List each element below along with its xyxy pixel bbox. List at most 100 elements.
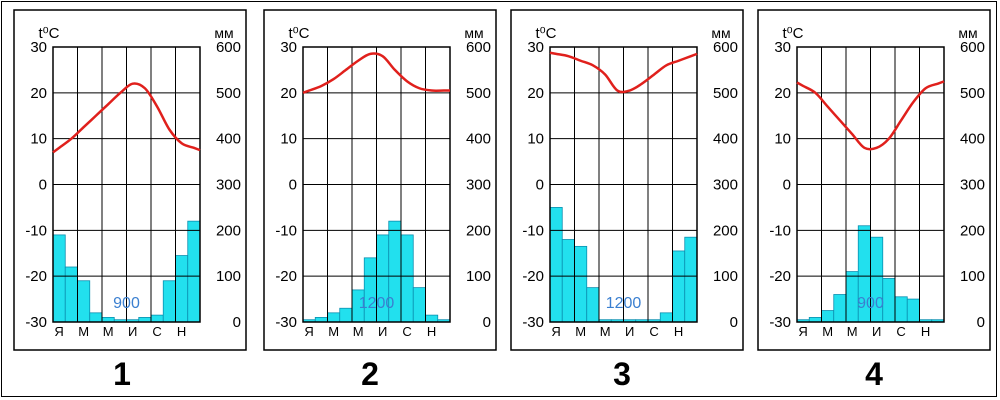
temperature-tick-label: -10 xyxy=(522,222,544,239)
temperature-tick-label: 0 xyxy=(39,177,47,194)
temperature-tick-label: -20 xyxy=(522,268,544,285)
month-label: М xyxy=(353,324,364,339)
month-label: М xyxy=(103,324,114,339)
annual-precipitation-total: 900 xyxy=(857,295,884,312)
precipitation-tick-label: 400 xyxy=(960,131,985,148)
precipitation-axis-title: мм xyxy=(958,25,977,41)
month-label: С xyxy=(896,324,905,339)
month-label: М xyxy=(600,324,611,339)
temperature-tick-label: 0 xyxy=(289,177,297,194)
month-label: М xyxy=(847,324,858,339)
temperature-tick-label: 20 xyxy=(280,85,297,102)
precipitation-bar xyxy=(833,294,847,323)
annual-precipitation-total: 900 xyxy=(113,295,140,312)
precipitation-tick-label: 0 xyxy=(730,314,738,331)
month-label: М xyxy=(575,324,586,339)
temperature-tick-label: 0 xyxy=(536,177,544,194)
precipitation-tick-label: 200 xyxy=(466,222,491,239)
month-label: С xyxy=(152,324,161,339)
month-label: М xyxy=(328,324,339,339)
temperature-tick-label: -10 xyxy=(25,222,47,239)
precipitation-tick-label: 200 xyxy=(216,222,241,239)
precipitation-tick-label: 0 xyxy=(233,314,241,331)
chart-number-2: 2 xyxy=(361,356,379,392)
precipitation-tick-label: 300 xyxy=(960,177,985,194)
plot-border xyxy=(549,46,698,323)
chart-number-1: 1 xyxy=(113,356,131,392)
temperature-tick-label: 20 xyxy=(30,85,47,102)
plot-border xyxy=(796,46,945,323)
month-label: И xyxy=(128,324,137,339)
precipitation-axis-title: мм xyxy=(464,25,483,41)
precipitation-tick-label: 600 xyxy=(216,39,241,56)
temperature-axis-title: t⁰C xyxy=(782,25,803,42)
month-label: М xyxy=(78,324,89,339)
month-label: И xyxy=(625,324,634,339)
temperature-tick-label: -20 xyxy=(275,268,297,285)
temperature-tick-label: 20 xyxy=(527,85,544,102)
precipitation-tick-label: 100 xyxy=(466,268,491,285)
month-label: С xyxy=(649,324,658,339)
month-label: И xyxy=(378,324,387,339)
temperature-line xyxy=(796,80,945,151)
temperature-tick-label: -30 xyxy=(25,314,47,331)
precipitation-tick-label: 300 xyxy=(466,177,491,194)
precipitation-tick-label: 100 xyxy=(960,268,985,285)
temperature-tick-label: 0 xyxy=(783,177,791,194)
temperature-line xyxy=(302,52,450,95)
precipitation-tick-label: 500 xyxy=(466,85,491,102)
precipitation-tick-label: 600 xyxy=(466,39,491,56)
precipitation-axis-title: мм xyxy=(214,25,233,41)
temperature-tick-label: -30 xyxy=(769,314,791,331)
month-label: Я xyxy=(798,324,807,339)
month-label: Я xyxy=(304,324,313,339)
precipitation-bar xyxy=(894,296,908,323)
precipitation-tick-label: 200 xyxy=(713,222,738,239)
temperature-tick-label: 10 xyxy=(280,131,297,148)
precipitation-tick-label: 500 xyxy=(216,85,241,102)
annual-precipitation-total: 1200 xyxy=(606,295,642,312)
chart-number-4: 4 xyxy=(865,356,883,392)
precipitation-tick-label: 500 xyxy=(960,85,985,102)
precipitation-axis-title: мм xyxy=(711,25,730,41)
temperature-tick-label: -10 xyxy=(769,222,791,239)
precipitation-tick-label: 100 xyxy=(216,268,241,285)
precipitation-tick-label: 600 xyxy=(960,39,985,56)
temperature-tick-label: 10 xyxy=(774,131,791,148)
temperature-axis-title: t⁰C xyxy=(38,25,59,42)
precipitation-tick-label: 500 xyxy=(713,85,738,102)
chart-number-3: 3 xyxy=(613,356,631,392)
precipitation-tick-label: 400 xyxy=(216,131,241,148)
temperature-tick-label: 30 xyxy=(30,39,47,56)
precipitation-bar xyxy=(882,278,896,323)
precipitation-tick-label: 200 xyxy=(960,222,985,239)
month-label: Н xyxy=(177,324,186,339)
precipitation-bar xyxy=(821,310,835,323)
precipitation-tick-label: 400 xyxy=(713,131,738,148)
month-label: Я xyxy=(551,324,560,339)
temperature-tick-label: -20 xyxy=(25,268,47,285)
temperature-tick-label: -10 xyxy=(275,222,297,239)
temperature-tick-label: 30 xyxy=(527,39,544,56)
temperature-tick-label: -20 xyxy=(769,268,791,285)
precipitation-tick-label: 300 xyxy=(216,177,241,194)
precipitation-tick-label: 300 xyxy=(713,177,738,194)
plot-border xyxy=(302,46,451,323)
month-label: Н xyxy=(674,324,683,339)
temperature-line xyxy=(52,82,201,154)
temperature-tick-label: 30 xyxy=(280,39,297,56)
temperature-tick-label: 10 xyxy=(30,131,47,148)
precipitation-bar xyxy=(906,298,920,323)
temperature-tick-label: 20 xyxy=(774,85,791,102)
month-label: Н xyxy=(427,324,436,339)
temperature-axis-title: t⁰C xyxy=(535,25,556,42)
precipitation-tick-label: 0 xyxy=(977,314,985,331)
precipitation-tick-label: 600 xyxy=(713,39,738,56)
month-label: Н xyxy=(921,324,930,339)
temperature-tick-label: -30 xyxy=(522,314,544,331)
